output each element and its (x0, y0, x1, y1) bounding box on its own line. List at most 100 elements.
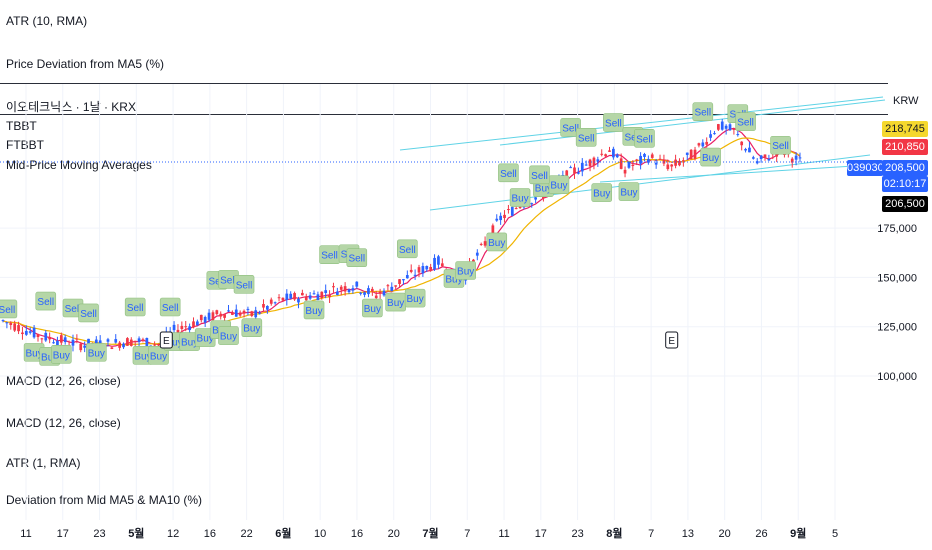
y-tick-label: 100,000 (877, 371, 917, 383)
sell-signal-text: Sell (162, 303, 179, 314)
candle-body (503, 214, 506, 219)
candle-body (17, 325, 20, 332)
macd-label-1[interactable]: MACD (12, 26, close) (6, 374, 121, 388)
x-tick-label: 16 (351, 528, 363, 540)
candle-body (56, 340, 59, 346)
candle-body (301, 292, 304, 296)
y-tick-label: 150,000 (877, 272, 917, 284)
candle-body (382, 290, 386, 296)
sell-signal: Sell (397, 239, 418, 259)
candle-body (106, 339, 110, 342)
ma-slow-line (2, 137, 801, 346)
buy-signal-text: Buy (243, 324, 260, 335)
macd-label-2[interactable]: MACD (12, 26, close) (6, 416, 121, 430)
candle-body (623, 169, 627, 174)
x-tick-label: 13 (682, 528, 694, 540)
buy-signal: Buy (51, 345, 72, 364)
price-deviation-label[interactable]: Price Deviation from MA5 (%) (6, 57, 165, 71)
candle-body (281, 297, 285, 301)
buy-signal: Buy (509, 188, 531, 207)
candle-body (254, 310, 258, 318)
buy-signal: Buy (132, 346, 154, 365)
buy-signal-text: Buy (41, 352, 58, 363)
candle-body (736, 134, 740, 136)
candle-body (409, 269, 413, 272)
candle-body (507, 209, 510, 211)
candle-body (413, 274, 417, 276)
sell-signal-box (560, 118, 581, 137)
buy-signal-box (362, 298, 383, 318)
earnings-marker-label: E (668, 336, 675, 347)
ftbbt-label[interactable]: FTBBT (6, 138, 44, 152)
sell-signal-text: Sell (399, 245, 416, 256)
candle-body (588, 159, 592, 167)
pane-divider[interactable] (0, 114, 888, 115)
candle-body (1, 320, 5, 322)
candle-body (304, 296, 308, 301)
pane-divider[interactable] (0, 83, 888, 84)
sell-signal: Sell (124, 297, 146, 317)
candle-body (573, 167, 576, 174)
buy-signal-text: Buy (364, 304, 381, 315)
candle-body (755, 161, 759, 164)
buy-signal-text: Buy (25, 348, 42, 359)
buy-signal-box (618, 182, 640, 201)
candle-body (674, 159, 677, 166)
sell-signal-text: Sell (321, 251, 338, 262)
candle-body (709, 134, 712, 138)
tbbt-label[interactable]: TBBT (6, 119, 37, 133)
candle-body (83, 345, 87, 348)
buy-signal-box (509, 188, 531, 207)
buy-signal-box (591, 183, 613, 202)
sell-signal-text: Sell (236, 280, 253, 291)
countdown-timer: 02:10:17 (882, 176, 928, 192)
mid-ma-label[interactable]: Mid-Price Moving Averages (6, 158, 152, 172)
candle-body (363, 292, 366, 295)
candle-body (386, 285, 390, 287)
sell-signal-text: Sell (65, 304, 82, 315)
sell-signal-text: Sell (500, 169, 517, 180)
sell-signal: Sell (603, 113, 624, 132)
candle-body (697, 143, 701, 146)
channel-line (399, 96, 884, 151)
buy-signal: Buy (548, 175, 570, 194)
sell-signal-box (529, 165, 550, 185)
buy-signal: Buy (362, 298, 383, 318)
atr-10-label[interactable]: ATR (10, RMA) (6, 14, 88, 28)
candle-body (534, 197, 537, 200)
last-price-tag: 208,500 (882, 160, 928, 176)
candle-body (479, 243, 483, 245)
sell-signal-text: Sell (624, 132, 641, 143)
candle-body (335, 291, 339, 295)
candle-body (596, 159, 600, 162)
candle-body (666, 164, 670, 170)
x-tick-label: 6월 (275, 526, 291, 540)
candle-body (740, 141, 744, 146)
sell-signal-text: Sell (348, 254, 365, 265)
sell-signal-box (692, 102, 714, 122)
atr-1-label[interactable]: ATR (1, RMA) (6, 456, 81, 470)
candle-body (40, 338, 44, 340)
buy-signal-box (51, 345, 72, 364)
x-tick-label: 5월 (128, 526, 144, 540)
sell-signal-box (233, 275, 255, 294)
buy-signal-text: Buy (457, 267, 474, 278)
symbol-label[interactable]: 이오테크닉스 · 1날 · KRX (6, 100, 136, 114)
deviation-mid-label[interactable]: Deviation from Mid MA5 & MA10 (%) (6, 493, 203, 507)
candle-body (71, 339, 75, 346)
candle-body (36, 334, 40, 338)
candle-body (277, 297, 281, 299)
price-tag-lower: 206,500 (882, 196, 928, 212)
candle-body (425, 266, 429, 270)
buy-signal: Buy (241, 318, 263, 338)
candle-body (211, 312, 215, 321)
price-tag-ma: 210,850 (882, 139, 928, 155)
candle-body (367, 288, 370, 295)
sell-signal-text: Sell (772, 141, 789, 152)
candle-body (172, 324, 176, 331)
sell-signal-text: Sell (127, 303, 144, 314)
buy-signal-text: Buy (406, 294, 423, 305)
candle-body (790, 158, 794, 163)
buy-signal: Buy (86, 343, 107, 362)
